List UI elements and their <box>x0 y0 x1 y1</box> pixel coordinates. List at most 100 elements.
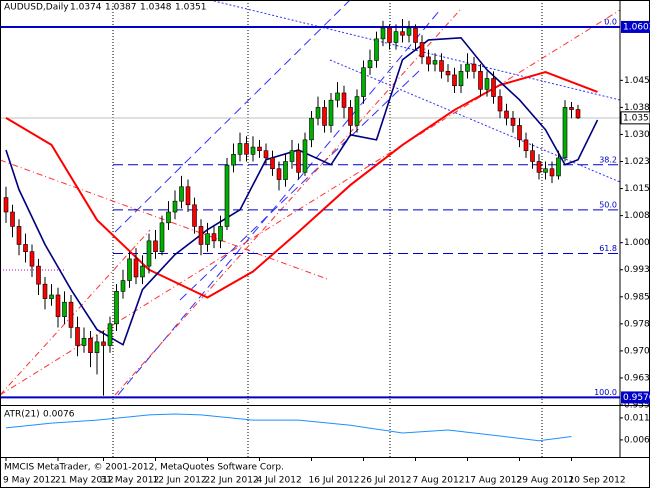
candle-body <box>374 38 379 61</box>
candle-body <box>419 42 425 58</box>
candle-body <box>211 233 217 242</box>
candle-body <box>244 143 249 155</box>
candle-body <box>231 153 236 166</box>
current-price-marker <box>620 111 650 125</box>
candle-body <box>439 60 444 72</box>
candle-body <box>205 233 210 245</box>
candle-body <box>543 168 548 173</box>
candle-body <box>224 164 230 227</box>
candle-body <box>549 168 555 177</box>
x-tick-label: 7 Aug 2012 <box>413 476 465 486</box>
fib-label: 100.0 <box>594 388 617 397</box>
candle-body <box>523 139 529 151</box>
candle-body <box>426 56 431 65</box>
candle-body <box>237 143 243 155</box>
x-tick-label: 10 Sep 2012 <box>569 476 626 486</box>
candle-body <box>530 150 535 162</box>
candle-body <box>484 78 490 90</box>
candle-body <box>283 161 288 180</box>
fib-label: 38.2 <box>599 155 617 164</box>
candle-body <box>445 71 451 76</box>
candle-body <box>478 71 483 90</box>
candle-body <box>140 265 145 278</box>
plot <box>0 19 620 442</box>
price-marker <box>621 391 650 404</box>
candle-body <box>393 31 399 43</box>
candle-body <box>510 117 516 126</box>
candle-body <box>81 337 87 346</box>
candle-body <box>185 186 191 206</box>
y-tick-label: 1.0380 <box>624 103 650 113</box>
y-tick-label: 1.0305 <box>624 130 650 140</box>
candle-body <box>335 92 340 101</box>
y-tick-label: 1.0155 <box>624 184 650 194</box>
candle-body <box>432 60 438 65</box>
candle-body <box>341 92 347 108</box>
candle-body <box>263 150 269 159</box>
candle-body <box>29 251 35 267</box>
candle-body <box>562 107 568 159</box>
candle-body <box>380 27 386 40</box>
candle-body <box>452 74 457 87</box>
candle-body <box>257 146 262 151</box>
y-tick-label: 0.9555 <box>624 401 650 411</box>
atr-tick-label: 0.0119 <box>624 413 650 423</box>
current-price-label: 1.0351 <box>623 113 650 123</box>
candle-body <box>465 63 470 72</box>
candle-body <box>10 211 15 227</box>
x-tick-label: 12 Jun 2012 <box>153 476 207 486</box>
x-tick-label: 26 Jul 2012 <box>361 476 412 486</box>
trend-line <box>114 9 461 396</box>
candle-body <box>120 280 126 292</box>
x-tick-label: 9 May 2012 <box>3 476 56 486</box>
x-tick-label: 29 Aug 2012 <box>517 476 575 486</box>
candle-body <box>536 161 542 173</box>
candle-body <box>315 107 321 119</box>
candle-body <box>146 240 152 267</box>
candle-body <box>133 258 139 278</box>
x-tick-label: 31 May 2012 <box>101 476 160 486</box>
candle-body <box>107 323 113 346</box>
candle-body <box>250 146 256 155</box>
y-tick-label: 0.9855 <box>624 292 650 302</box>
candle-body <box>471 63 477 72</box>
candle-body <box>575 109 581 119</box>
candle-body <box>172 200 178 213</box>
candle-body <box>328 99 334 126</box>
candle-body <box>75 327 80 346</box>
candle-body <box>55 294 61 317</box>
x-tick-label: 16 Jul 2012 <box>309 476 360 486</box>
candle-body <box>309 117 314 141</box>
y-tick-label: 0.9930 <box>624 265 650 275</box>
atr-tick-label: 0.0068 <box>624 435 650 445</box>
candle-body <box>354 96 360 126</box>
y-tick-label: 1.0230 <box>624 157 650 167</box>
candle-body <box>322 107 327 126</box>
candle-body <box>153 240 158 252</box>
candle-body <box>348 107 353 126</box>
candle-body <box>16 226 22 245</box>
candle-body <box>413 27 418 43</box>
candle-body <box>127 258 132 281</box>
ohlc-close: 1.0351 <box>175 3 207 13</box>
candle-body <box>179 186 184 202</box>
moving-average <box>5 70 598 299</box>
chart-title: AUDUSD,Daily <box>4 3 69 13</box>
candle-body <box>42 283 48 299</box>
candle-body <box>36 265 41 285</box>
candle-body <box>166 211 171 224</box>
atr-value: 0.0076 <box>43 410 75 420</box>
candle-body <box>406 27 412 36</box>
candle-body <box>556 157 561 177</box>
x-tick-label: 4 Jul 2012 <box>257 476 302 486</box>
y-tick-label: 0.9705 <box>624 346 650 356</box>
y-tick-label: 1.0455 <box>624 76 650 86</box>
candle-body <box>94 341 100 353</box>
candle-body <box>192 204 197 227</box>
y-tick-label: 1.0080 <box>624 211 650 221</box>
